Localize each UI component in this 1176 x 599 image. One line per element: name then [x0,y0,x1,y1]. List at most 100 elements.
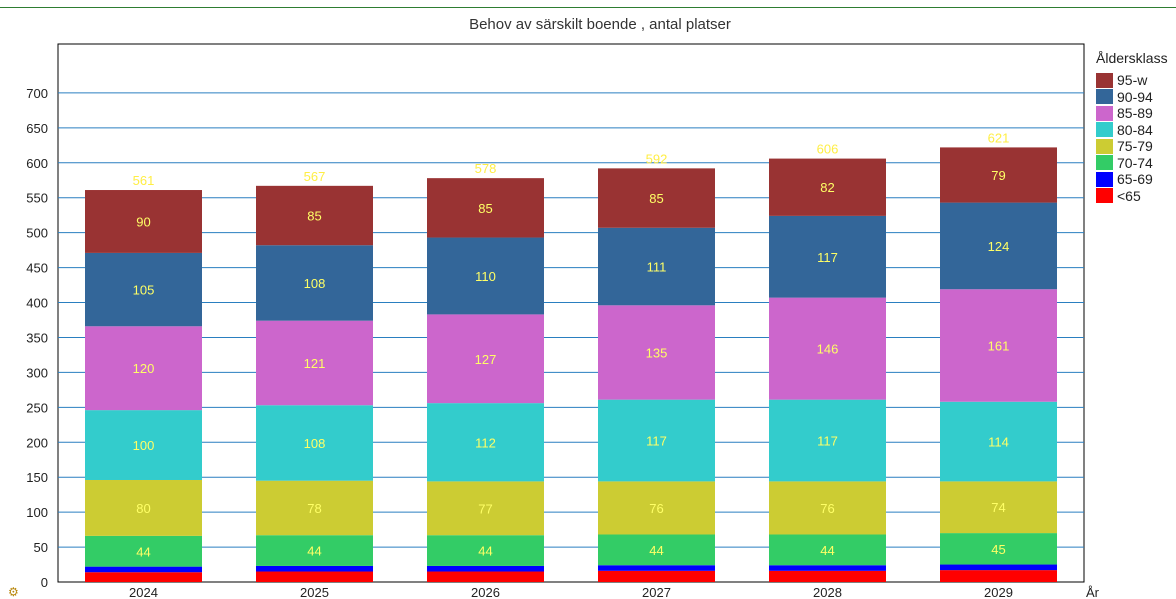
segment-value-label: 117 [646,434,667,449]
bar-segment-9094-2027 [598,227,715,306]
bar-segment-95w-2028 [769,158,886,216]
bar-segment-8084-2027 [598,399,715,482]
bar-segment-9094-2026 [427,237,544,315]
y-tick-label: 400 [26,296,48,311]
chart-options-icon[interactable]: ⚙ [8,585,19,599]
y-tick-label: 200 [26,435,48,450]
bar-segment-7579-2029 [940,481,1057,534]
y-tick-label: 100 [26,505,48,520]
legend-label: 85-89 [1117,105,1153,122]
legend-label: 80-84 [1117,121,1153,138]
segment-value-label: 108 [304,276,326,291]
bar-segment-95w-2029 [940,147,1057,203]
y-tick-label: 650 [26,121,48,136]
segment-value-label: 127 [475,352,497,367]
bar-segment-8084-2026 [427,403,544,482]
legend-item: 75-79 [1096,138,1153,155]
segment-value-label: 76 [649,501,663,516]
y-tick-label: 700 [26,86,48,101]
segment-value-label: 44 [478,544,492,559]
legend-swatch [1096,72,1113,88]
bar-segment-8589-2024 [85,326,202,411]
legend-swatch [1096,188,1113,204]
segment-value-label: 44 [649,543,663,558]
segment-value-label: 112 [475,435,496,450]
bar-segment-95w-2026 [427,178,544,238]
legend-item: 85-89 [1096,105,1153,122]
y-tick-label: 0 [41,575,48,590]
segment-value-label: 120 [133,361,155,376]
bar-segment-65-2026 [427,571,544,582]
legend-label: <65 [1117,187,1141,204]
segment-value-label: 76 [820,501,834,516]
segment-value-label: 79 [991,168,1005,183]
y-tick-label: 550 [26,191,48,206]
legend-label: 65-69 [1117,171,1153,188]
bar-total-label: 592 [646,151,668,166]
segment-value-label: 105 [133,283,155,298]
legend-item: 80-84 [1096,122,1153,139]
bar-total-label: 606 [817,142,839,157]
segment-value-label: 77 [478,501,492,516]
bar-segment-65-2029 [940,570,1057,582]
chart-title: Behov av särskilt boende , antal platser [469,16,731,33]
bar-segment-8589-2025 [256,320,373,406]
bar-segment-8589-2026 [427,314,544,404]
segment-value-label: 44 [307,544,321,559]
legend-label: 70-74 [1117,154,1153,171]
bar-segment-9094-2028 [769,215,886,298]
segment-value-label: 80 [136,501,150,516]
segment-value-label: 114 [988,435,1009,450]
bar-segment-8084-2025 [256,405,373,481]
segment-value-label: 111 [647,260,667,275]
y-tick-label: 600 [26,156,48,171]
legend-swatch [1096,105,1113,121]
bar-segment-65-2025 [256,571,373,582]
segment-value-label: 78 [307,501,321,516]
segment-value-label: 85 [307,209,321,224]
legend-swatch [1096,89,1113,105]
bar-segment-8589-2029 [940,289,1057,402]
x-tick-label: 2026 [471,585,500,599]
x-tick-label: 2029 [984,585,1013,599]
legend-label: 90-94 [1117,88,1153,105]
legend-item: 70-74 [1096,155,1153,172]
segment-value-label: 85 [649,191,663,206]
bar-total-label: 621 [988,130,1010,145]
bar-segment-7579-2024 [85,479,202,536]
bar-segment-7074-2024 [85,535,202,567]
plot-frame [57,43,1085,583]
segment-value-label: 146 [817,342,839,357]
y-tick-label: 50 [34,540,48,555]
top-border-line [0,7,1176,8]
segment-value-label: 90 [136,214,150,229]
bar-segment-7074-2027 [598,534,715,566]
bar-total-label: 567 [304,169,326,184]
bar-segment-9094-2024 [85,252,202,327]
bar-segment-7579-2026 [427,481,544,536]
y-tick-label: 150 [26,470,48,485]
bar-segment-6569-2028 [769,565,886,571]
x-axis-label: År [1086,585,1100,599]
bar-segment-65-2027 [598,570,715,582]
legend: 95-w 90-94 85-89 80-84 75-79 70-74 65-69 <65 [1096,72,1153,204]
legend-label: 95-w [1117,72,1148,89]
legend-swatch [1096,171,1113,187]
segment-value-label: 135 [646,345,668,360]
legend-swatch [1096,155,1113,171]
bar-segment-7074-2028 [769,534,886,566]
segment-value-label: 82 [820,180,834,195]
bar-segment-95w-2025 [256,185,373,246]
bar-segment-7074-2026 [427,535,544,566]
y-tick-label: 350 [26,330,48,345]
bar-segment-95w-2027 [598,168,715,228]
bar-total-label: 578 [475,161,497,176]
bar-segment-65-2024 [85,572,202,582]
legend-swatch [1096,138,1113,154]
y-tick-label: 300 [26,365,48,380]
bar-segment-6569-2029 [940,564,1057,571]
legend-item: 90-94 [1096,89,1153,106]
bar-segment-7579-2028 [769,481,886,535]
x-tick-label: 2025 [300,585,329,599]
segment-value-label: 45 [991,542,1005,557]
